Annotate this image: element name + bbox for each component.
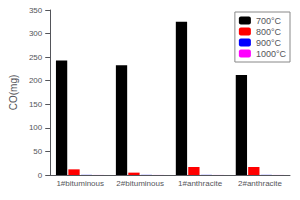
svg-text:300: 300 [29,29,43,38]
svg-text:100: 100 [29,123,43,132]
svg-text:900°C: 900°C [256,38,282,48]
svg-text:200: 200 [29,76,43,85]
svg-text:0: 0 [38,171,43,180]
svg-text:50: 50 [33,147,42,156]
svg-text:150: 150 [29,100,43,109]
svg-text:350: 350 [29,6,43,15]
svg-text:1#anthracite: 1#anthracite [178,179,223,188]
svg-text:250: 250 [29,53,43,62]
svg-text:CO(mg): CO(mg) [8,75,19,111]
svg-text:700°C: 700°C [256,16,282,26]
svg-text:1000°C: 1000°C [256,49,287,59]
svg-text:2#bituminous: 2#bituminous [116,179,164,188]
svg-text:2#anthracite: 2#anthracite [238,179,283,188]
svg-text:800°C: 800°C [256,27,282,37]
svg-text:1#bituminous: 1#bituminous [56,179,104,188]
